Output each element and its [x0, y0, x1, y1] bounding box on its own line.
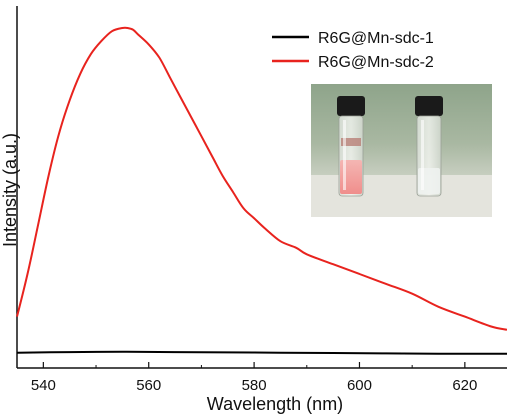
x-tick-label-600: 600 [347, 377, 372, 394]
x-axis-title: Wavelength (nm) [207, 394, 343, 414]
legend: R6G@Mn-sdc-1 R6G@Mn-sdc-2 [272, 30, 434, 71]
x-tick-label-580: 580 [242, 377, 267, 394]
legend-label-series-2: R6G@Mn-sdc-2 [318, 54, 434, 71]
series-line-2 [16, 26, 507, 331]
x-tick-label-560: 560 [136, 377, 161, 394]
legend-label-series-1: R6G@Mn-sdc-1 [318, 30, 434, 47]
x-tick-label-620: 620 [452, 377, 477, 394]
vial-left [337, 96, 365, 197]
x-tick-label-540: 540 [31, 377, 56, 394]
x-ticks [42, 362, 466, 368]
x-tick-labels: 540 560 580 600 620 [31, 377, 478, 394]
y-axis-title: Intensity (a.u.) [0, 133, 20, 247]
inset-vial-photo [311, 84, 492, 217]
series-line-1 [16, 350, 507, 355]
vial-right [415, 96, 443, 197]
series-lines [16, 26, 507, 355]
